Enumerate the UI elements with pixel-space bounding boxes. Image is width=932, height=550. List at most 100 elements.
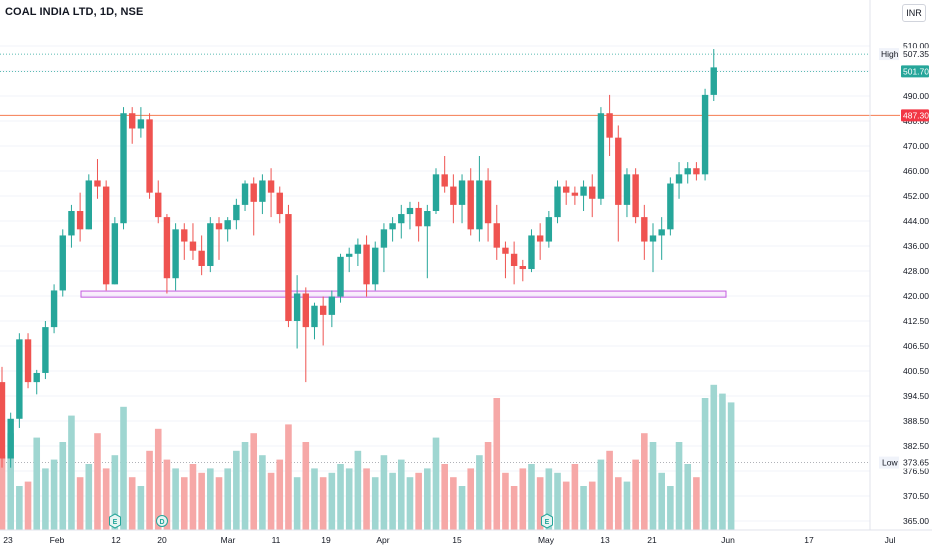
volume-bar <box>163 459 171 530</box>
candle-body <box>224 220 231 230</box>
price-tick-label: 470.00 <box>903 141 929 151</box>
price-tick-label: 490.00 <box>903 91 929 101</box>
event-marker[interactable]: E <box>109 513 121 529</box>
candle-body <box>701 94 709 175</box>
time-tick-label: 11 <box>272 535 281 545</box>
candle-body <box>94 180 101 187</box>
candle-body <box>68 211 75 236</box>
volume-bar <box>0 455 6 530</box>
candle-body <box>233 204 240 221</box>
earnings-icon <box>109 513 121 529</box>
candle-body <box>102 186 110 285</box>
volume-bar <box>259 455 266 530</box>
candle-body <box>137 119 145 129</box>
low-value-bg <box>901 456 929 469</box>
volume-bar <box>658 472 665 530</box>
event-marker[interactable]: E <box>541 513 553 529</box>
volume-bar <box>354 450 362 530</box>
candle-body <box>354 244 362 254</box>
price-tick-label: 382.50 <box>903 441 929 451</box>
volume-bar <box>76 477 84 530</box>
time-tick-label: 15 <box>452 535 462 545</box>
time-tick-label: Mar <box>221 535 236 545</box>
volume-bar <box>180 477 188 530</box>
volume-bar <box>649 442 657 530</box>
candle-body <box>120 113 127 224</box>
volume-bar <box>554 472 561 530</box>
candle-body <box>189 241 197 251</box>
candle-body <box>155 192 162 218</box>
price-tick-label: 428.00 <box>903 266 929 276</box>
volume-bar <box>424 468 431 530</box>
candle-body <box>33 372 40 383</box>
candle-body <box>510 253 518 266</box>
volume-bar <box>727 402 735 530</box>
volume-bar <box>614 477 622 530</box>
candle-body <box>424 211 431 227</box>
volume-bar <box>285 424 292 530</box>
candle-body <box>554 186 561 218</box>
candle-body <box>563 186 570 193</box>
candle-body <box>580 186 587 196</box>
volume-bars <box>0 384 735 530</box>
candle-body <box>441 174 448 187</box>
candle-body <box>293 293 301 321</box>
time-tick-label: 13 <box>600 535 610 545</box>
volume-bar <box>510 486 518 530</box>
candle-body <box>641 217 648 242</box>
volume-bar <box>371 477 379 530</box>
volume-bar <box>59 442 67 530</box>
candle-body <box>76 211 84 230</box>
candle-body <box>346 253 353 257</box>
volume-bar <box>345 468 353 530</box>
volume-bar <box>458 486 466 530</box>
candle-body <box>372 247 379 285</box>
candle-body <box>589 186 596 199</box>
volume-bar <box>128 477 136 530</box>
volume-bar <box>319 477 327 530</box>
volume-bar <box>701 398 709 530</box>
candle-body <box>528 235 535 270</box>
candle-body <box>450 186 457 205</box>
symbol-title[interactable]: COAL INDIA LTD, 1D, NSE <box>5 6 144 18</box>
resistance-label-bg <box>901 109 929 122</box>
time-tick-label: 23 <box>3 535 13 545</box>
volume-bar <box>111 455 119 530</box>
candle-body <box>406 207 414 215</box>
candle-body <box>623 174 631 205</box>
time-axis: 23 Feb 12 20 Mar 11 19 Apr 15 May 13 21 Jun 17 Jul <box>0 529 932 545</box>
candle-body <box>337 256 344 297</box>
price-tick-label: 444.00 <box>903 216 929 226</box>
currency-button[interactable]: INR <box>902 4 926 22</box>
volume-bar <box>432 437 440 530</box>
volume-bar <box>484 442 492 530</box>
time-tick-label: Apr <box>376 535 389 545</box>
event-label: E <box>113 519 118 526</box>
volume-bar <box>606 450 613 530</box>
time-tick-label: 19 <box>321 535 331 545</box>
volume-bar <box>267 472 275 530</box>
volume-bar <box>397 459 405 530</box>
price-tick-label: 452.00 <box>903 191 929 201</box>
candle-body <box>684 168 691 175</box>
candle-body <box>267 180 275 193</box>
time-tick-label: 21 <box>647 535 657 545</box>
volume-bar <box>328 472 336 530</box>
candle-body <box>111 223 119 285</box>
volume-bar <box>120 406 127 530</box>
price-tick-label: 370.50 <box>903 491 929 501</box>
candle-body <box>667 183 674 230</box>
event-marker[interactable]: D <box>156 515 168 527</box>
volume-bar <box>16 486 23 530</box>
candle-body <box>85 180 92 230</box>
support-zone <box>80 290 727 298</box>
low-tag-bg <box>879 456 899 469</box>
candle-body <box>7 418 14 459</box>
volume-bar <box>493 398 501 530</box>
candle-body <box>484 180 492 224</box>
volume-bar <box>50 459 58 530</box>
time-tick-label: 20 <box>157 535 167 545</box>
high-value-bg <box>901 48 929 61</box>
